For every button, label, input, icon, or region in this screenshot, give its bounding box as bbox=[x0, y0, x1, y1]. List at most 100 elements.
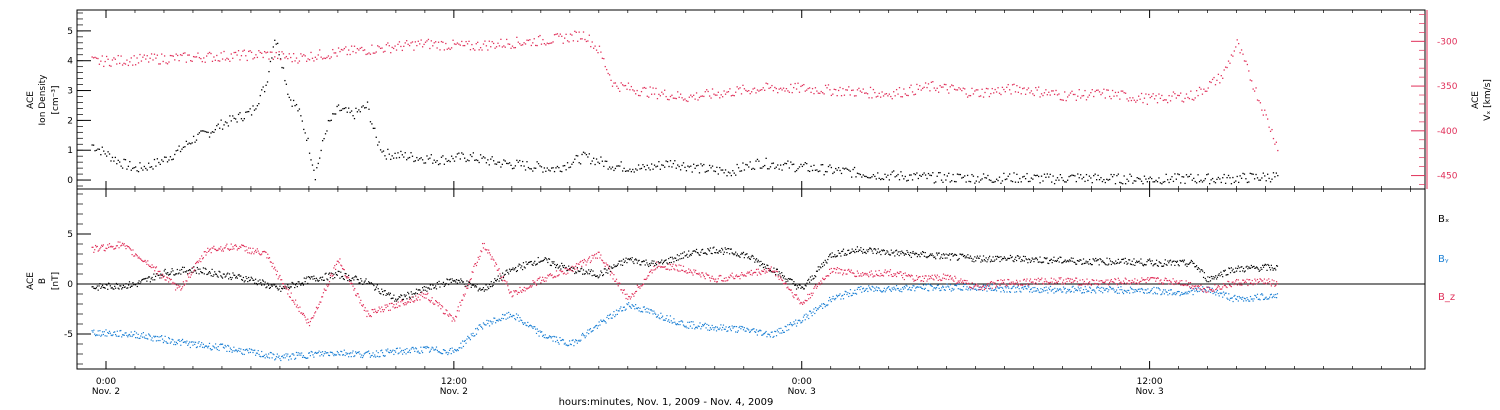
b-bx-point bbox=[611, 267, 613, 270]
b-by-point bbox=[393, 353, 395, 356]
b-bz-point bbox=[221, 250, 223, 252]
density-point bbox=[1004, 178, 1006, 181]
b-bx-point bbox=[1132, 264, 1134, 266]
b-bx-point bbox=[424, 289, 426, 291]
b-bx-point bbox=[530, 260, 532, 263]
b-bx-point bbox=[756, 261, 758, 263]
speed-point bbox=[507, 43, 509, 45]
b-by-point bbox=[355, 352, 358, 355]
b-by-point bbox=[366, 351, 368, 353]
density-point bbox=[801, 165, 804, 168]
b-by-point bbox=[724, 328, 726, 330]
b-by-point bbox=[844, 290, 846, 292]
b-by-point bbox=[1223, 294, 1226, 296]
b-bz-point bbox=[354, 287, 356, 290]
b-bx-point bbox=[843, 254, 845, 256]
b-bx-point bbox=[755, 258, 758, 260]
b-by-point bbox=[826, 304, 828, 307]
b-bx-point bbox=[1013, 260, 1015, 263]
b-by-point bbox=[1004, 286, 1006, 288]
b-by-point bbox=[928, 283, 931, 285]
b-bz-point bbox=[360, 299, 362, 301]
density-point bbox=[824, 170, 827, 173]
b-bx-point bbox=[513, 269, 515, 271]
density-point bbox=[1210, 179, 1212, 181]
b-by-point bbox=[511, 316, 513, 318]
density-point bbox=[317, 162, 319, 165]
b-by-point bbox=[722, 324, 725, 326]
b-by-point bbox=[793, 321, 795, 323]
b-by-point bbox=[497, 320, 499, 322]
b-by-point bbox=[413, 348, 415, 350]
density-point bbox=[466, 159, 469, 161]
b-by-point bbox=[212, 345, 214, 347]
b-bx-point bbox=[332, 278, 334, 280]
b-bz-point bbox=[167, 277, 169, 279]
b-bx-point bbox=[315, 277, 318, 279]
speed-point bbox=[955, 89, 957, 91]
b-by-point bbox=[208, 342, 211, 345]
speed-point bbox=[646, 95, 648, 97]
speed-point bbox=[1259, 102, 1262, 104]
speed-point bbox=[877, 95, 879, 97]
speed-point bbox=[437, 41, 440, 43]
density-point bbox=[640, 167, 643, 170]
b-by-point bbox=[1115, 291, 1117, 293]
density-point bbox=[636, 169, 638, 171]
b-bx-point bbox=[1115, 260, 1117, 262]
b-bx-point bbox=[1181, 260, 1183, 262]
b-by-point bbox=[795, 319, 797, 321]
b-bx-point bbox=[874, 247, 876, 250]
b-by-point bbox=[624, 309, 626, 311]
b-by-point bbox=[479, 324, 481, 326]
b-bx-point bbox=[1255, 267, 1257, 269]
speed-point bbox=[253, 57, 256, 59]
b-bx-point bbox=[1240, 266, 1242, 268]
b-by-point bbox=[909, 289, 912, 291]
b-bx-point bbox=[737, 255, 739, 257]
b-by-point bbox=[507, 317, 509, 319]
b-bx-point bbox=[556, 263, 558, 266]
density-point bbox=[694, 167, 696, 169]
density-point bbox=[764, 164, 766, 167]
b-by-point bbox=[792, 323, 794, 326]
b-bx-point bbox=[475, 286, 478, 288]
speed-point bbox=[861, 91, 863, 93]
speed-point bbox=[200, 57, 202, 60]
speed-point bbox=[613, 82, 615, 84]
b-bx-point bbox=[809, 276, 812, 278]
b-bx-point bbox=[1096, 259, 1099, 261]
speed-point bbox=[793, 86, 795, 89]
speed-point bbox=[774, 86, 776, 89]
speed-point bbox=[175, 53, 177, 55]
b-by-point bbox=[611, 317, 613, 319]
b-bz-point bbox=[258, 252, 260, 254]
b-by-point bbox=[294, 358, 296, 360]
b-bx-point bbox=[930, 254, 932, 256]
b-by-point bbox=[338, 353, 340, 356]
density-point bbox=[710, 167, 712, 169]
b-by-point bbox=[641, 310, 643, 313]
b-bx-point bbox=[750, 256, 752, 258]
density-point bbox=[888, 179, 890, 181]
density-point bbox=[890, 173, 892, 176]
b-by-point bbox=[603, 320, 605, 322]
density-point bbox=[839, 169, 841, 172]
speed-point bbox=[1090, 91, 1092, 94]
b-by-point bbox=[186, 340, 188, 342]
speed-point bbox=[598, 45, 601, 47]
b-by-point bbox=[441, 352, 443, 355]
b-bx-point bbox=[666, 262, 668, 264]
b-bx-point bbox=[202, 267, 205, 269]
b-bz-point bbox=[161, 273, 164, 275]
density-point bbox=[201, 130, 203, 132]
speed-point bbox=[191, 60, 193, 62]
speed-point bbox=[375, 51, 377, 53]
b-bx-point bbox=[823, 264, 825, 266]
b-bx-point bbox=[506, 269, 508, 271]
b-bx-point bbox=[880, 253, 882, 256]
b-bx-point bbox=[1229, 272, 1232, 274]
b-bx-point bbox=[1119, 261, 1121, 263]
density-point bbox=[772, 162, 775, 164]
b-bx-point bbox=[693, 250, 695, 252]
